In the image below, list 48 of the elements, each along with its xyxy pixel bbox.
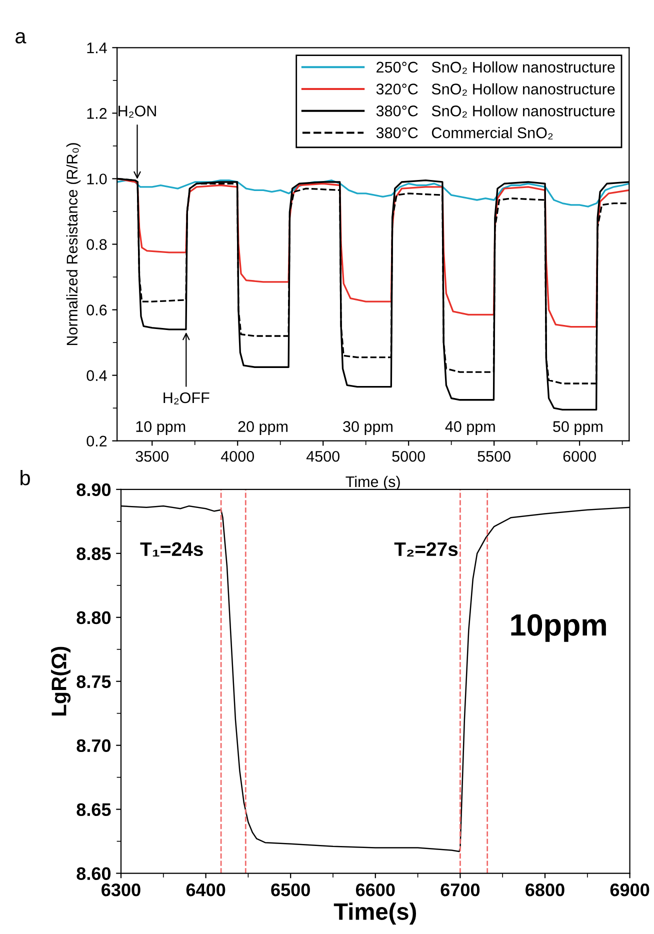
- annotation: 40 ppm: [445, 421, 495, 435]
- x-tick-label: 5500: [478, 450, 510, 462]
- x-tick-label: 6400: [186, 883, 226, 896]
- x-tick-label: 6900: [610, 883, 650, 896]
- y-tick-label: 8.65: [76, 803, 111, 816]
- x-tick-label: 6300: [102, 883, 140, 896]
- y-tick-label: 8.70: [76, 739, 111, 752]
- y-axis-title: LgR(Ω): [51, 646, 71, 716]
- y-tick-label: 0.4: [86, 370, 107, 381]
- y-tick-label: 8.60: [76, 867, 111, 880]
- annotation: 10 ppm: [136, 421, 186, 435]
- y-tick-label: 0.8: [86, 239, 107, 250]
- x-tick-label: 4000: [220, 450, 254, 462]
- y-tick-label: 1.2: [87, 108, 107, 119]
- annotation: H₂OFF: [164, 392, 210, 404]
- x-tick-label: 4500: [306, 450, 340, 462]
- y-tick-label: 1.0: [87, 174, 107, 184]
- x-tick-label: 5000: [392, 450, 425, 462]
- x-tick-label: 6000: [563, 450, 596, 462]
- annotation: 50 ppm: [553, 421, 602, 435]
- y-axis-title: Normalized Resistance (R/R₀): [66, 143, 81, 346]
- y-tick-label: 0.2: [86, 436, 107, 447]
- annotation: 30 ppm: [343, 421, 392, 435]
- y-tick-label: 8.90: [76, 483, 111, 496]
- x-tick-label: 6500: [271, 883, 310, 896]
- x-axis-title: Time (s): [346, 476, 400, 490]
- legend-label: 250°C SnO₂ Hollow nanostructure: [376, 61, 615, 74]
- annotation: T₂=27s: [394, 542, 458, 556]
- y-tick-label: 1.4: [87, 42, 107, 54]
- text: a: [16, 32, 26, 44]
- y-tick-label: 8.80: [76, 611, 111, 624]
- x-tick-label: 6700: [440, 883, 480, 896]
- legend-label: 380°C SnO₂ Hollow nanostructure: [376, 105, 615, 118]
- annotation: T₁=24s: [140, 542, 203, 556]
- annotation: 10ppm: [511, 614, 606, 642]
- annotation: H₂ON: [118, 106, 156, 118]
- y-tick-label: 0.6: [86, 304, 107, 316]
- y-tick-label: 8.75: [76, 675, 111, 688]
- text: b: [20, 470, 30, 486]
- y-tick-label: 8.85: [76, 547, 111, 560]
- legend-label: 380°C Commercial SnO₂: [376, 127, 553, 140]
- x-axis-title: Time(s): [334, 902, 416, 925]
- x-tick-label: 6800: [526, 883, 564, 896]
- line-series: [117, 180, 630, 208]
- x-tick-label: 3500: [136, 450, 169, 462]
- annotation: 20 ppm: [238, 421, 288, 435]
- x-tick-label: 6600: [356, 883, 395, 896]
- legend-label: 320°C SnO₂ Hollow nanostructure: [376, 83, 615, 96]
